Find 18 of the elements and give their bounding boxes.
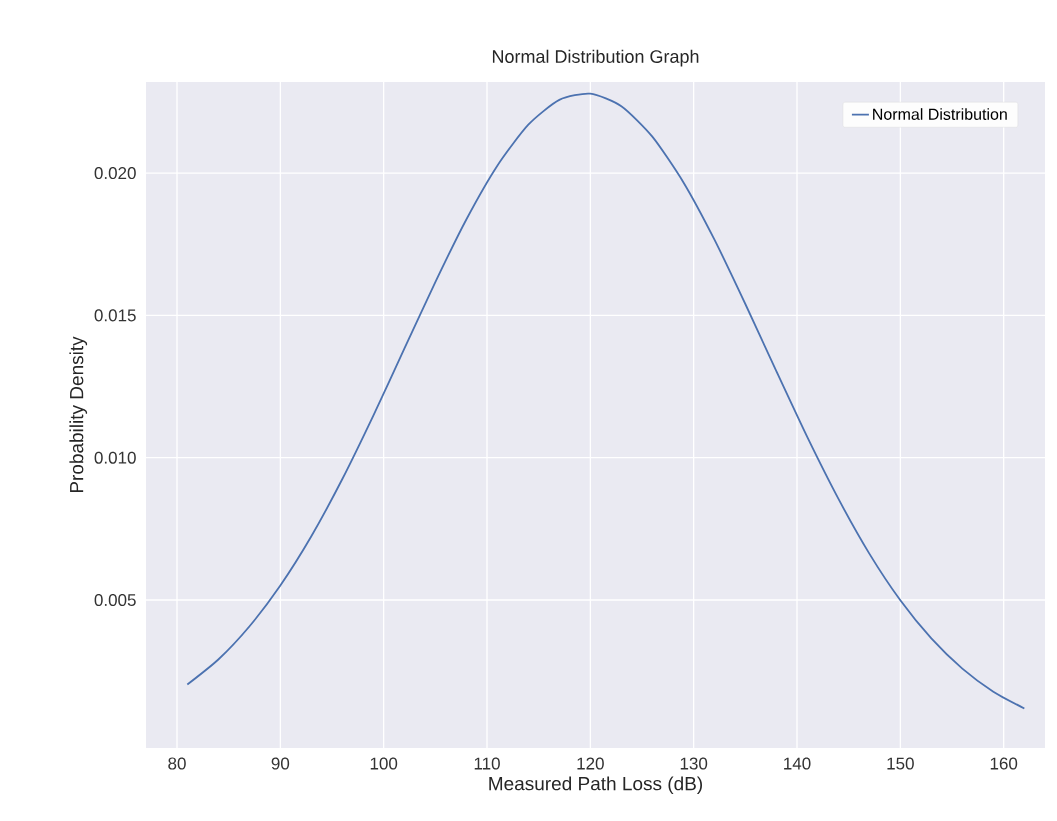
x-tick-label: 100 [370, 757, 398, 770]
y-tick-label: 0.005 [94, 593, 136, 607]
x-tick-label: 90 [271, 757, 290, 770]
x-axis-title: Measured Path Loss (dB) [489, 776, 703, 795]
x-tick-label: 140 [784, 757, 811, 770]
y-axis-title: Probability Density [69, 336, 88, 493]
x-tick-label: 160 [990, 757, 1018, 770]
x-tick-label: 80 [168, 757, 186, 770]
legend-label: Normal Distribution [873, 108, 1007, 120]
line-series [186, 92, 1026, 710]
y-tick-label: 0.015 [94, 309, 136, 322]
x-tick-label: 130 [680, 757, 708, 770]
x-tick-label: 150 [887, 757, 914, 770]
x-tick-label: 110 [474, 757, 500, 770]
y-tick-label: 0.010 [94, 451, 136, 464]
x-tick-label: 120 [577, 757, 604, 770]
y-tick-label: 0.020 [94, 167, 136, 180]
chart-title: Normal Distribution Graph [492, 49, 699, 67]
